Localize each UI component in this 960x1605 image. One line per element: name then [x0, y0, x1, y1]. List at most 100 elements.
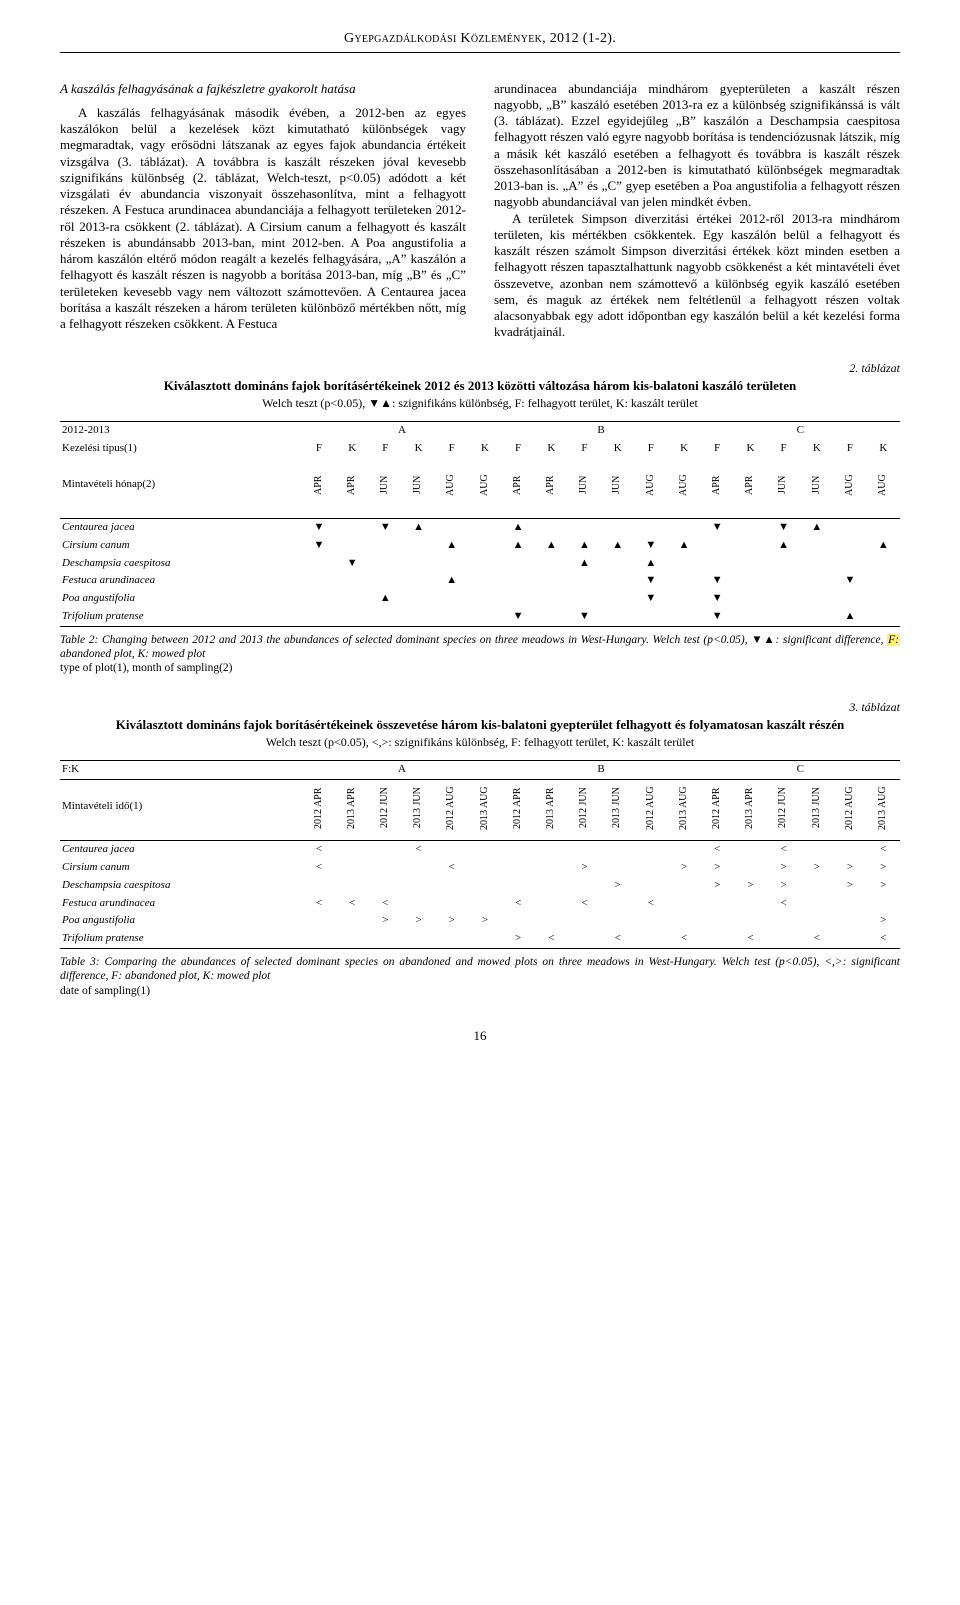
- t2-cell: [369, 572, 402, 590]
- t2-cell: [535, 572, 568, 590]
- t3-month: 2012 AUG: [634, 779, 667, 841]
- t2-fk: K: [336, 440, 369, 458]
- t3-cell: [468, 841, 501, 859]
- t3-cell: >: [701, 859, 734, 877]
- t2-group: A: [302, 421, 501, 439]
- t2-month: APR: [701, 457, 734, 518]
- t2-cell: ▼: [302, 537, 335, 555]
- table3-sub: Welch teszt (p<0.05), <,>: szignifikáns …: [60, 735, 900, 750]
- t2-month: APR: [336, 457, 369, 518]
- t2-cell: [734, 590, 767, 608]
- t2-fk: F: [502, 440, 535, 458]
- t2-fk: F: [767, 440, 800, 458]
- t2-month: JUN: [800, 457, 833, 518]
- t2-cell: [800, 608, 833, 626]
- t2-month: APR: [535, 457, 568, 518]
- t3-cell: [502, 859, 535, 877]
- t2-cell: [800, 590, 833, 608]
- t2-cell: [535, 555, 568, 573]
- t3-cell: [502, 841, 535, 859]
- t2-cell: [369, 555, 402, 573]
- t2-cell: [402, 590, 435, 608]
- t2-cell: [634, 608, 667, 626]
- t2-species: Deschampsia caespitosa: [60, 555, 302, 573]
- left-body: A kaszálás felhagyásának második évében,…: [60, 105, 466, 333]
- t2-cell: [435, 590, 468, 608]
- t2-cell: [535, 590, 568, 608]
- t2-cell: [468, 555, 501, 573]
- t3-cell: [833, 912, 866, 930]
- t2-cell: [734, 555, 767, 573]
- t3-cell: <: [568, 895, 601, 913]
- t2-cell: ▲: [535, 537, 568, 555]
- t3-cell: [369, 841, 402, 859]
- t2-cell: ▼: [701, 608, 734, 626]
- t3-cell: <: [402, 841, 435, 859]
- t3-month: 2013 JUN: [402, 779, 435, 841]
- t3-cell: [634, 930, 667, 948]
- t2-month: AUG: [867, 457, 900, 518]
- t2-cell: [435, 555, 468, 573]
- section-heading: A kaszálás felhagyásának a fajkészletre …: [60, 81, 466, 97]
- t2-cell: ▲: [369, 590, 402, 608]
- t3-cell: >: [734, 877, 767, 895]
- t3-cell: [468, 859, 501, 877]
- t3-cell: [336, 912, 369, 930]
- t3-month: 2013 APR: [336, 779, 369, 841]
- t3-cell: <: [302, 841, 335, 859]
- t2-cell: [800, 572, 833, 590]
- t3-month: 2012 APR: [502, 779, 535, 841]
- t3-species: Deschampsia caespitosa: [60, 877, 302, 895]
- t2-fk: F: [369, 440, 402, 458]
- t2-cell: [468, 519, 501, 537]
- t3-cell: <: [369, 895, 402, 913]
- t3-cell: [369, 930, 402, 948]
- t2-month: JUN: [601, 457, 634, 518]
- t2-cell: [601, 555, 634, 573]
- t2-group: B: [502, 421, 701, 439]
- t3-month: 2012 JUN: [568, 779, 601, 841]
- t3-cell: [336, 841, 369, 859]
- t3-group: C: [701, 760, 900, 779]
- t2-cell: ▲: [867, 537, 900, 555]
- t2-cell: [568, 572, 601, 590]
- t2-cell: [767, 608, 800, 626]
- t3-month: 2012 JUN: [369, 779, 402, 841]
- t3-cell: [435, 930, 468, 948]
- t3-cell: [800, 895, 833, 913]
- t2-cell: [502, 572, 535, 590]
- t2-cell: [734, 572, 767, 590]
- t2-cell: ▼: [701, 590, 734, 608]
- t2-cell: [336, 537, 369, 555]
- t2-cell: ▲: [568, 537, 601, 555]
- right-body-2: A területek Simpson diverzitási értékei …: [494, 211, 900, 341]
- t2-cell: [701, 537, 734, 555]
- t3-cell: [601, 895, 634, 913]
- t3-cell: <: [701, 841, 734, 859]
- t3-cell: [734, 859, 767, 877]
- t2-species: Poa angustifolia: [60, 590, 302, 608]
- t2-cell: ▲: [402, 519, 435, 537]
- t3-cell: [535, 859, 568, 877]
- t2-cell: [667, 572, 700, 590]
- t2-cell: ▲: [568, 555, 601, 573]
- t3-cell: [800, 912, 833, 930]
- t2-cell: [568, 590, 601, 608]
- t3-month: 2012 APR: [302, 779, 335, 841]
- t3-cell: <: [867, 841, 900, 859]
- running-head: Gyepgazdálkodási Közlemények, 2012 (1-2)…: [60, 30, 900, 53]
- t2-fk: K: [667, 440, 700, 458]
- t3-species: Cirsium canum: [60, 859, 302, 877]
- t3-month: 2013 AUG: [667, 779, 700, 841]
- t3-cell: [302, 877, 335, 895]
- t3-cell: >: [369, 912, 402, 930]
- t3-cell: <: [502, 895, 535, 913]
- t2-cell: [402, 537, 435, 555]
- t2-cell: [833, 519, 866, 537]
- t2-cell: ▼: [634, 572, 667, 590]
- t3-cell: [634, 841, 667, 859]
- t3-cell: [336, 930, 369, 948]
- t3-cell: >: [667, 859, 700, 877]
- t2-cell: [634, 519, 667, 537]
- t3-month: 2013 AUG: [468, 779, 501, 841]
